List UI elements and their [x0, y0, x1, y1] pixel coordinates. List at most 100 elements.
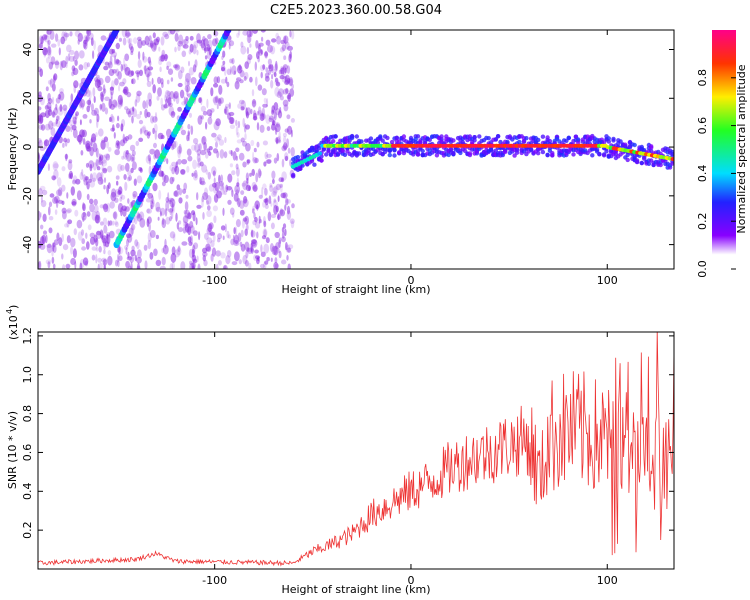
- noise-speck: [72, 55, 76, 62]
- noise-speck: [225, 76, 228, 84]
- noise-speck: [218, 139, 225, 146]
- noise-speck: [193, 41, 199, 49]
- noise-speck: [240, 137, 245, 143]
- noise-speck: [282, 99, 289, 107]
- noise-speck: [250, 229, 254, 238]
- noise-speck: [160, 97, 163, 106]
- noise-speck: [142, 100, 147, 110]
- noise-speck: [236, 167, 240, 177]
- noise-speck: [186, 134, 190, 142]
- noise-speck: [278, 239, 281, 249]
- noise-speck: [262, 140, 268, 146]
- noise-speck: [243, 196, 248, 204]
- noise-speck: [157, 216, 160, 221]
- noise-speck: [130, 167, 134, 174]
- noise-speck: [107, 255, 113, 266]
- noise-speck: [117, 246, 124, 255]
- noise-speck: [90, 103, 94, 112]
- noise-speck: [99, 229, 104, 239]
- noise-speck: [117, 190, 122, 195]
- noise-speck: [260, 263, 265, 269]
- noise-speck: [126, 238, 129, 247]
- noise-speck: [160, 170, 165, 177]
- noise-speck: [176, 247, 182, 256]
- noise-speck: [174, 32, 179, 42]
- noise-speck: [98, 77, 104, 86]
- noise-speck: [261, 186, 264, 197]
- carrier-halo: [536, 137, 541, 143]
- noise-speck: [234, 184, 241, 194]
- noise-speck: [253, 147, 257, 153]
- noise-speck: [170, 210, 174, 220]
- noise-speck: [211, 247, 217, 257]
- noise-speck: [197, 263, 201, 269]
- noise-speck: [111, 80, 115, 90]
- noise-speck: [163, 104, 169, 109]
- carrier-halo: [324, 152, 329, 157]
- noise-speck: [281, 171, 287, 181]
- noise-speck: [242, 30, 249, 36]
- carrier-halo: [493, 137, 498, 142]
- noise-speck: [97, 257, 102, 263]
- noise-speck: [242, 254, 248, 265]
- noise-speck: [273, 262, 279, 269]
- noise-speck: [52, 75, 56, 84]
- noise-speck: [233, 227, 236, 235]
- noise-speck: [96, 79, 102, 88]
- noise-speck: [158, 189, 162, 200]
- carrier-halo: [321, 147, 326, 152]
- noise-speck: [89, 180, 96, 188]
- noise-speck: [192, 159, 198, 170]
- noise-speck: [71, 124, 77, 131]
- carrier-halo: [625, 157, 630, 163]
- carrier-halo: [590, 153, 595, 158]
- snr-scale-close: ): [7, 305, 20, 309]
- noise-speck: [103, 225, 108, 234]
- noise-speck: [57, 94, 62, 100]
- noise-speck: [167, 97, 172, 106]
- noise-speck: [265, 159, 272, 164]
- noise-speck: [284, 35, 287, 45]
- noise-speck: [107, 61, 113, 69]
- noise-speck: [279, 106, 282, 114]
- noise-speck: [124, 135, 129, 142]
- noise-speck: [236, 32, 240, 38]
- noise-speck: [269, 183, 273, 188]
- noise-speck: [118, 245, 121, 255]
- colorbar-tick-label: 0.2: [696, 212, 709, 230]
- noise-speck: [117, 246, 121, 253]
- noise-speck: [239, 209, 245, 216]
- noise-speck: [232, 234, 235, 243]
- noise-speck: [249, 76, 253, 83]
- noise-speck: [128, 265, 132, 269]
- noise-speck: [236, 197, 240, 205]
- noise-speck: [276, 35, 282, 45]
- noise-speck: [203, 142, 207, 151]
- noise-speck: [233, 240, 240, 246]
- noise-speck: [209, 112, 212, 119]
- noise-speck: [90, 37, 94, 46]
- noise-speck: [291, 203, 295, 209]
- noise-speck: [270, 79, 274, 89]
- carrier-halo: [477, 134, 482, 139]
- noise-speck: [146, 80, 152, 88]
- noise-speck: [215, 263, 219, 269]
- noise-speck: [251, 168, 255, 177]
- noise-speck: [270, 45, 276, 55]
- noise-speck: [267, 44, 273, 53]
- noise-speck: [187, 123, 191, 130]
- noise-speck: [235, 163, 239, 170]
- noise-speck: [135, 70, 141, 75]
- noise-speck: [202, 254, 206, 262]
- noise-speck: [220, 252, 226, 259]
- noise-speck: [231, 57, 235, 65]
- noise-speck: [282, 35, 289, 44]
- noise-speck: [286, 78, 291, 84]
- noise-speck: [91, 109, 98, 116]
- noise-speck: [92, 142, 98, 153]
- noise-speck: [145, 99, 149, 109]
- carrier-halo: [545, 135, 550, 140]
- noise-speck: [264, 204, 269, 210]
- noise-speck: [64, 223, 69, 228]
- noise-speck: [274, 231, 280, 239]
